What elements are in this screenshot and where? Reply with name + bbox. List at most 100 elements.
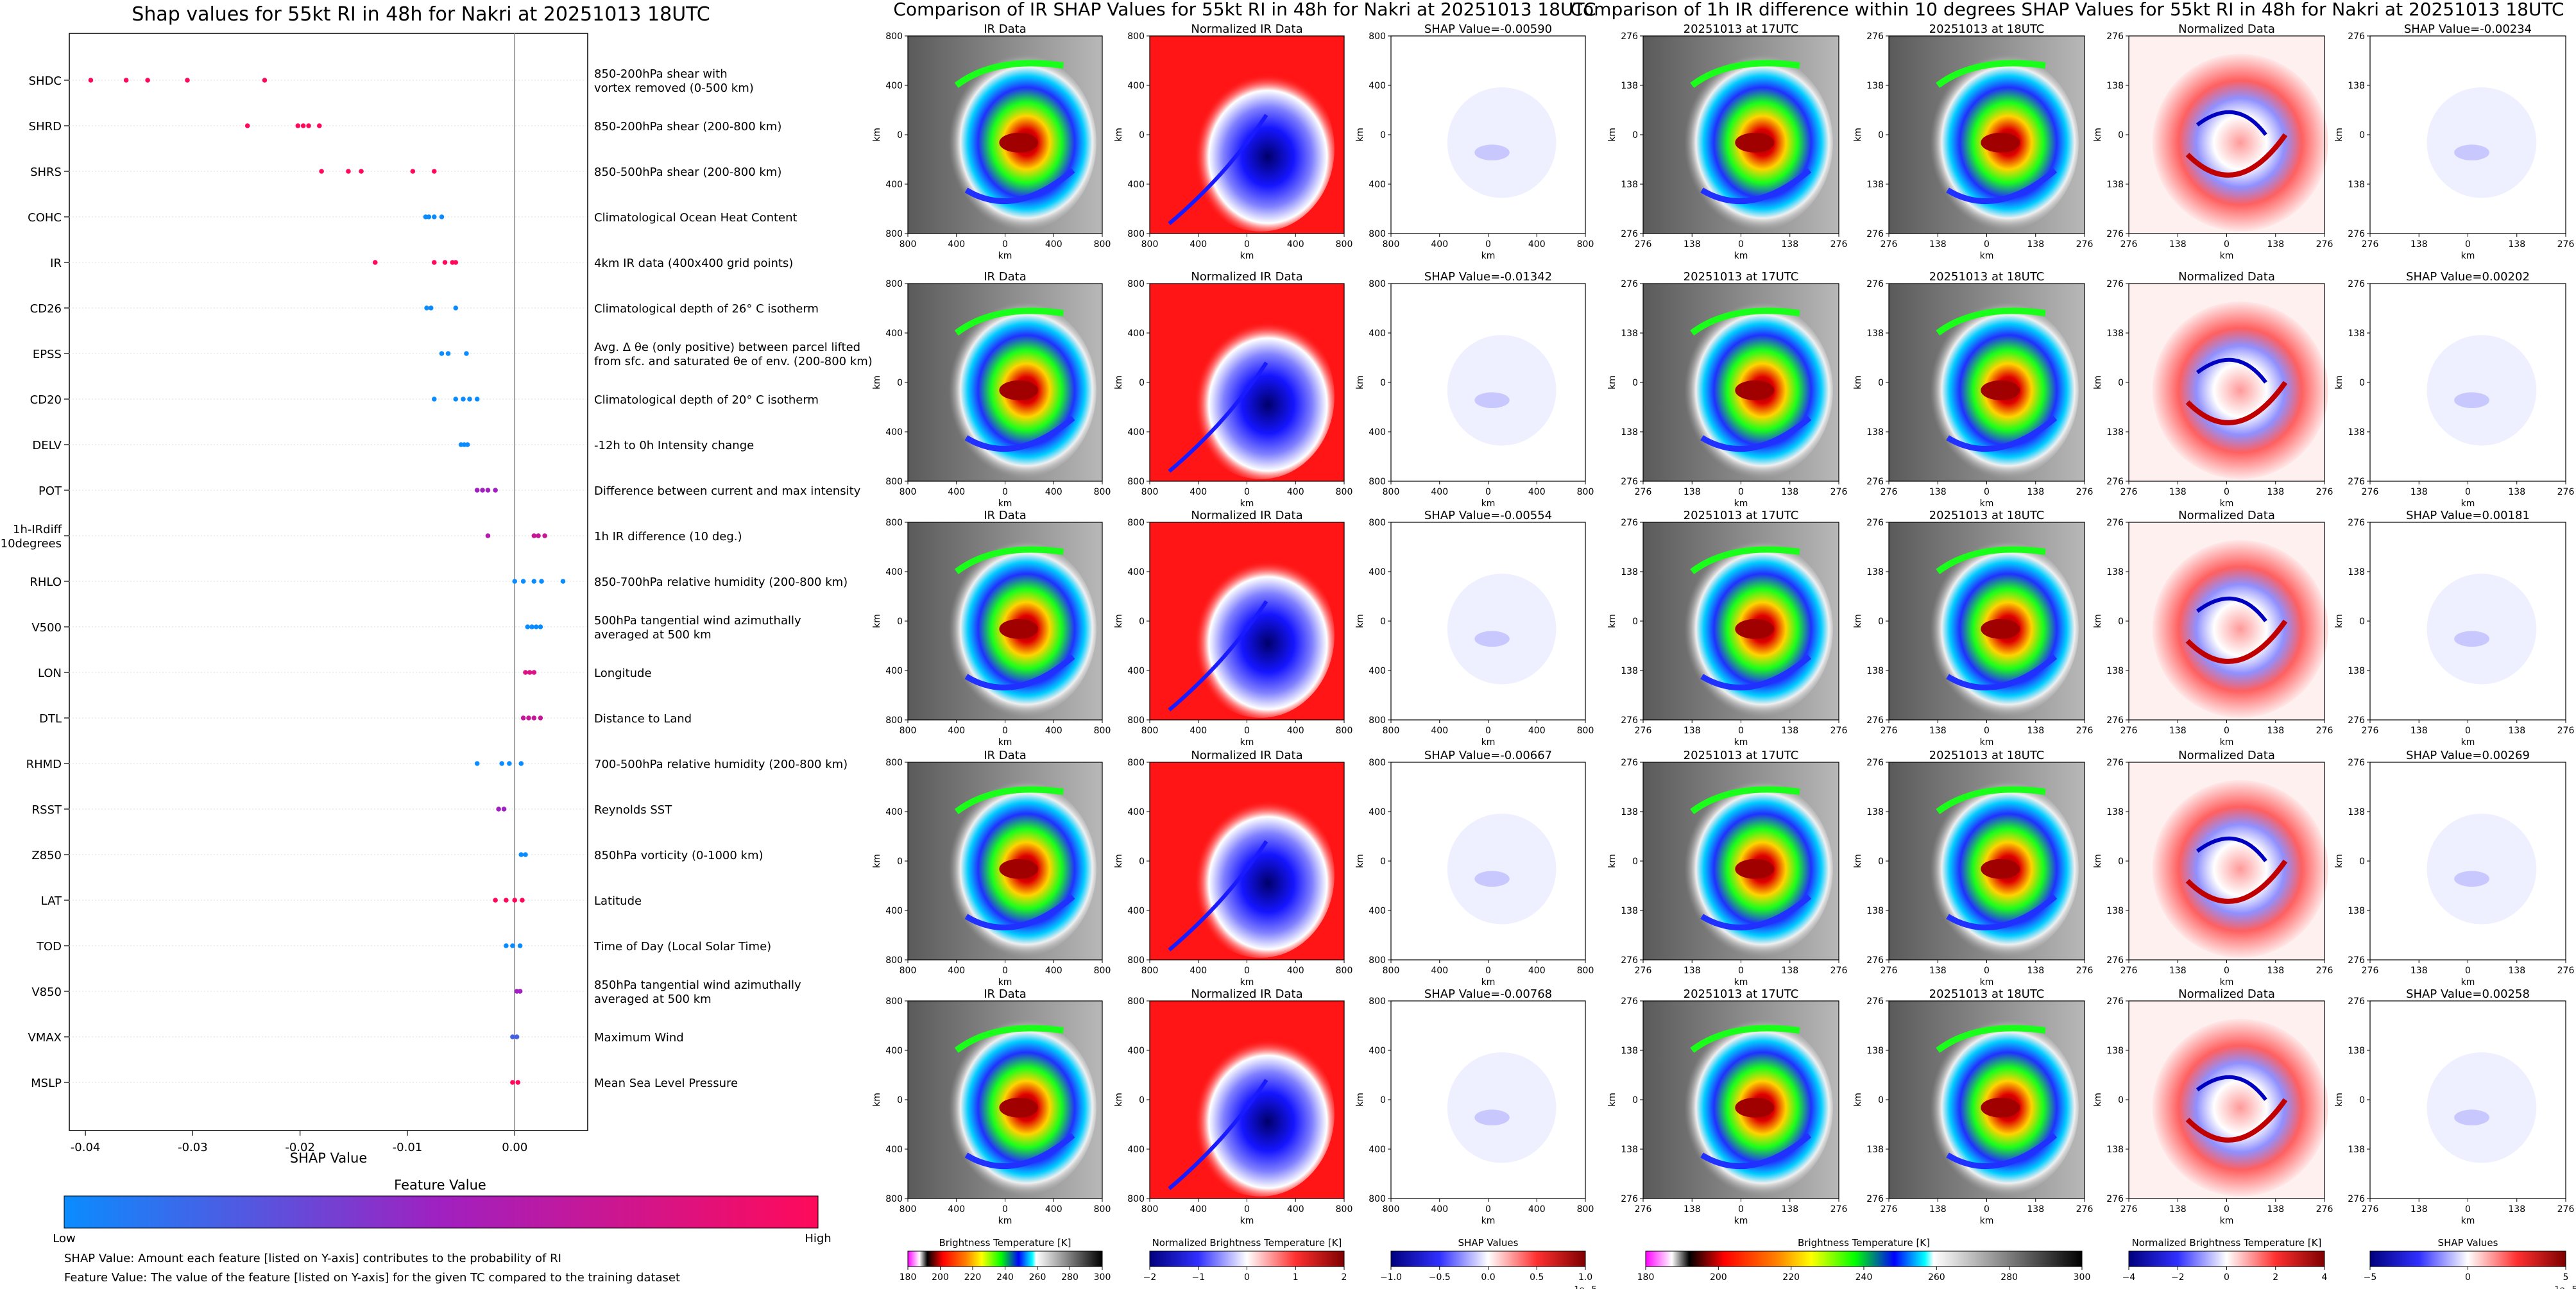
storm-core bbox=[1981, 619, 2020, 639]
cloud-band bbox=[1690, 1025, 1800, 1054]
colorbar-tick-label: −5 bbox=[2364, 1272, 2377, 1283]
colorbar-tick-label: 280 bbox=[1061, 1272, 1079, 1283]
shap-signal bbox=[2427, 1052, 2537, 1163]
x-axis-label: km bbox=[1481, 251, 1496, 261]
y-tick-label: 400 bbox=[885, 81, 903, 91]
y-tick-label: 276 bbox=[2348, 715, 2365, 726]
y-tick-label: 800 bbox=[1127, 518, 1145, 528]
y-tick-label: 800 bbox=[1369, 955, 1386, 966]
feature-description: -12h to 0h Intensity change bbox=[594, 439, 754, 452]
shap-point bbox=[531, 715, 537, 721]
x-tick-label: 400 bbox=[1190, 239, 1207, 250]
x-axis-label: km bbox=[1481, 737, 1496, 747]
x-tick-label: 276 bbox=[2120, 966, 2138, 976]
y-tick-label: 0 bbox=[1139, 1095, 1145, 1105]
x-tick-label: 276 bbox=[1635, 487, 1652, 497]
normalized-storm bbox=[1186, 552, 1335, 718]
shap-point bbox=[431, 397, 437, 402]
x-axis-label: km bbox=[998, 251, 1012, 261]
x-tick-label: 0 bbox=[1485, 726, 1491, 736]
x-tick-label: 800 bbox=[1336, 239, 1353, 250]
feature-code-label: COHC bbox=[28, 211, 62, 225]
panel-title: Normalized IR Data bbox=[1191, 270, 1302, 284]
x-tick-label: 276 bbox=[2316, 726, 2333, 736]
x-tick-label: 138 bbox=[1781, 1204, 1798, 1215]
x-tick-label: 0 bbox=[1984, 239, 1990, 250]
shap-point bbox=[244, 123, 250, 128]
spiral-band bbox=[1700, 167, 1812, 204]
shap-point bbox=[316, 123, 322, 128]
feature-code-label: RHLO bbox=[30, 576, 62, 589]
x-tick-label: 800 bbox=[1141, 239, 1159, 250]
irdiff-panel: 20251013 at 17UTC27627613813800138138276… bbox=[1607, 509, 1847, 747]
y-tick-label: 276 bbox=[1621, 996, 1638, 1007]
x-tick-label: 0 bbox=[2224, 966, 2230, 976]
panel-title: Normalized Data bbox=[2178, 22, 2275, 36]
x-tick-label: 138 bbox=[1684, 239, 1701, 250]
shap-point bbox=[536, 533, 541, 538]
x-tick-label: 276 bbox=[1881, 726, 1898, 736]
y-tick-label: 276 bbox=[2348, 477, 2365, 487]
y-tick-label: 276 bbox=[1866, 518, 1884, 528]
shap-point bbox=[424, 305, 429, 311]
shap-point bbox=[319, 169, 324, 174]
x-tick-label: 400 bbox=[948, 966, 965, 976]
shap-signal bbox=[1447, 814, 1557, 925]
shap-point bbox=[538, 715, 543, 721]
x-tick-label: 800 bbox=[1094, 487, 1111, 497]
y-axis-label: km bbox=[1355, 128, 1365, 142]
x-tick-label: 400 bbox=[1431, 487, 1448, 497]
diff-band-red bbox=[2185, 133, 2288, 178]
spiral-band bbox=[1946, 415, 2058, 452]
normalized-storm bbox=[1186, 65, 1335, 232]
panel-title: SHAP Value=0.00202 bbox=[2406, 270, 2530, 284]
shap-point bbox=[499, 761, 504, 766]
diff-band-red bbox=[2185, 380, 2288, 425]
x-tick-label: 138 bbox=[2508, 726, 2525, 736]
shap-point bbox=[539, 579, 544, 584]
y-tick-label: 276 bbox=[2348, 518, 2365, 528]
panel-title: 20251013 at 18UTC bbox=[1929, 749, 2045, 762]
x-axis-label: km bbox=[2220, 1216, 2234, 1226]
y-tick-label: 138 bbox=[2106, 427, 2124, 438]
x-tick-label: 138 bbox=[2267, 239, 2284, 250]
x-tick-label: 800 bbox=[900, 239, 917, 250]
x-tick-label: 400 bbox=[1045, 1204, 1062, 1215]
x-axis-label: km bbox=[1240, 977, 1254, 987]
irdiff-panel: SHAP Value=0.002022762761381380013813827… bbox=[2334, 270, 2574, 509]
y-tick-label: 0 bbox=[1632, 130, 1638, 141]
y-tick-label: 0 bbox=[897, 378, 903, 388]
colorbar-tick-label: −4 bbox=[2122, 1272, 2136, 1283]
colorbar-tick-label: 180 bbox=[900, 1272, 917, 1283]
colorbar-tick-label: 260 bbox=[1928, 1272, 1945, 1283]
y-tick-label: 138 bbox=[2106, 1145, 2124, 1155]
y-tick-label: 800 bbox=[1127, 955, 1145, 966]
y-axis-label: km bbox=[872, 375, 882, 389]
x-tick-label: 138 bbox=[1929, 239, 1947, 250]
x-axis-label: km bbox=[1481, 977, 1496, 987]
shap-point bbox=[527, 670, 533, 675]
y-tick-label: 138 bbox=[2348, 329, 2365, 339]
y-tick-label: 276 bbox=[2106, 715, 2124, 726]
x-axis-label: km bbox=[1734, 977, 1748, 987]
storm-core bbox=[999, 380, 1039, 400]
x-tick-label: 276 bbox=[2362, 966, 2379, 976]
x-tick-label: 400 bbox=[1287, 1204, 1304, 1215]
shap-point bbox=[496, 807, 501, 812]
colorbar-multiplier: 1e−5 bbox=[1574, 1285, 1596, 1289]
x-tick-label: 800 bbox=[1094, 1204, 1111, 1215]
colorbar-tick-label: 200 bbox=[1710, 1272, 1727, 1283]
y-tick-label: 138 bbox=[2106, 567, 2124, 577]
y-tick-label: 400 bbox=[885, 1046, 903, 1056]
colorbar-tick-label: 180 bbox=[1637, 1272, 1655, 1283]
x-tick-label: 400 bbox=[1190, 726, 1207, 736]
x-tick-label: 400 bbox=[1431, 726, 1448, 736]
normalized-band bbox=[1168, 600, 1268, 712]
y-tick-label: 0 bbox=[897, 1095, 903, 1105]
ir-panel: Normalized IR Data8008004004000040040080… bbox=[1114, 987, 1352, 1226]
shap-point bbox=[461, 397, 466, 402]
y-tick-label: 0 bbox=[2118, 1095, 2124, 1105]
x-tick-label: 0 bbox=[1984, 1204, 1990, 1215]
panel-title: SHAP Value=0.00181 bbox=[2406, 509, 2530, 522]
